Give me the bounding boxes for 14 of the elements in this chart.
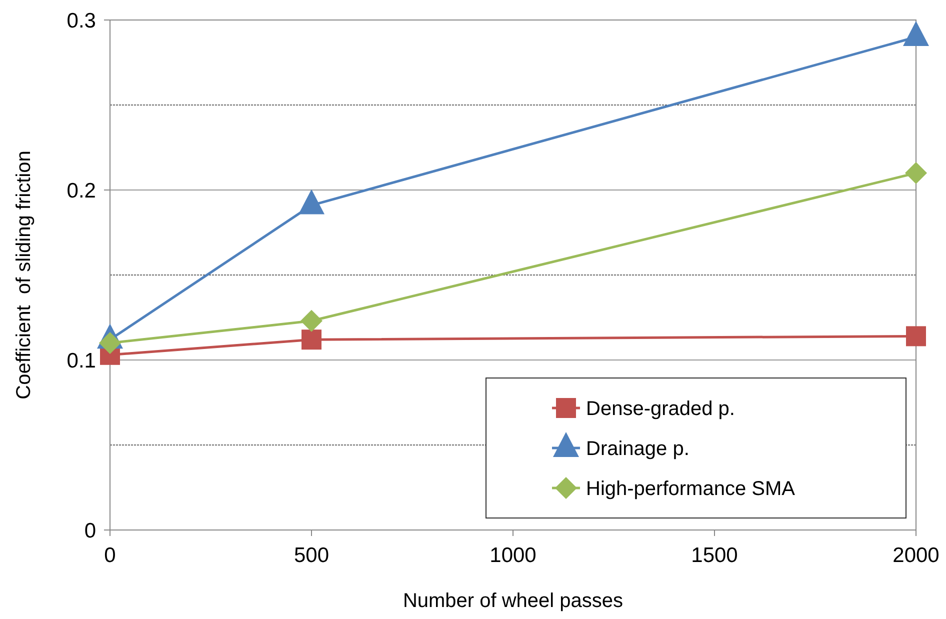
y-tick-label: 0 [84,519,96,542]
y-tick-label: 0.3 [66,9,96,32]
x-axis-title: Number of wheel passes [402,590,624,612]
x-tick-label: 1000 [490,544,536,567]
y-axis-title: Coefficient of sliding friction [13,150,35,400]
y-tick-label: 0.2 [66,179,96,202]
legend-label: Drainage p. [586,438,690,460]
legend-label: High-performance SMA [586,478,796,500]
x-tick-label: 0 [104,544,116,567]
legend-label: Dense-graded p. [586,398,735,420]
y-tick-label: 0.1 [66,349,96,372]
x-tick-label: 1500 [691,544,738,567]
x-tick-label: 2000 [892,544,940,567]
x-tick-label: 500 [294,544,330,567]
